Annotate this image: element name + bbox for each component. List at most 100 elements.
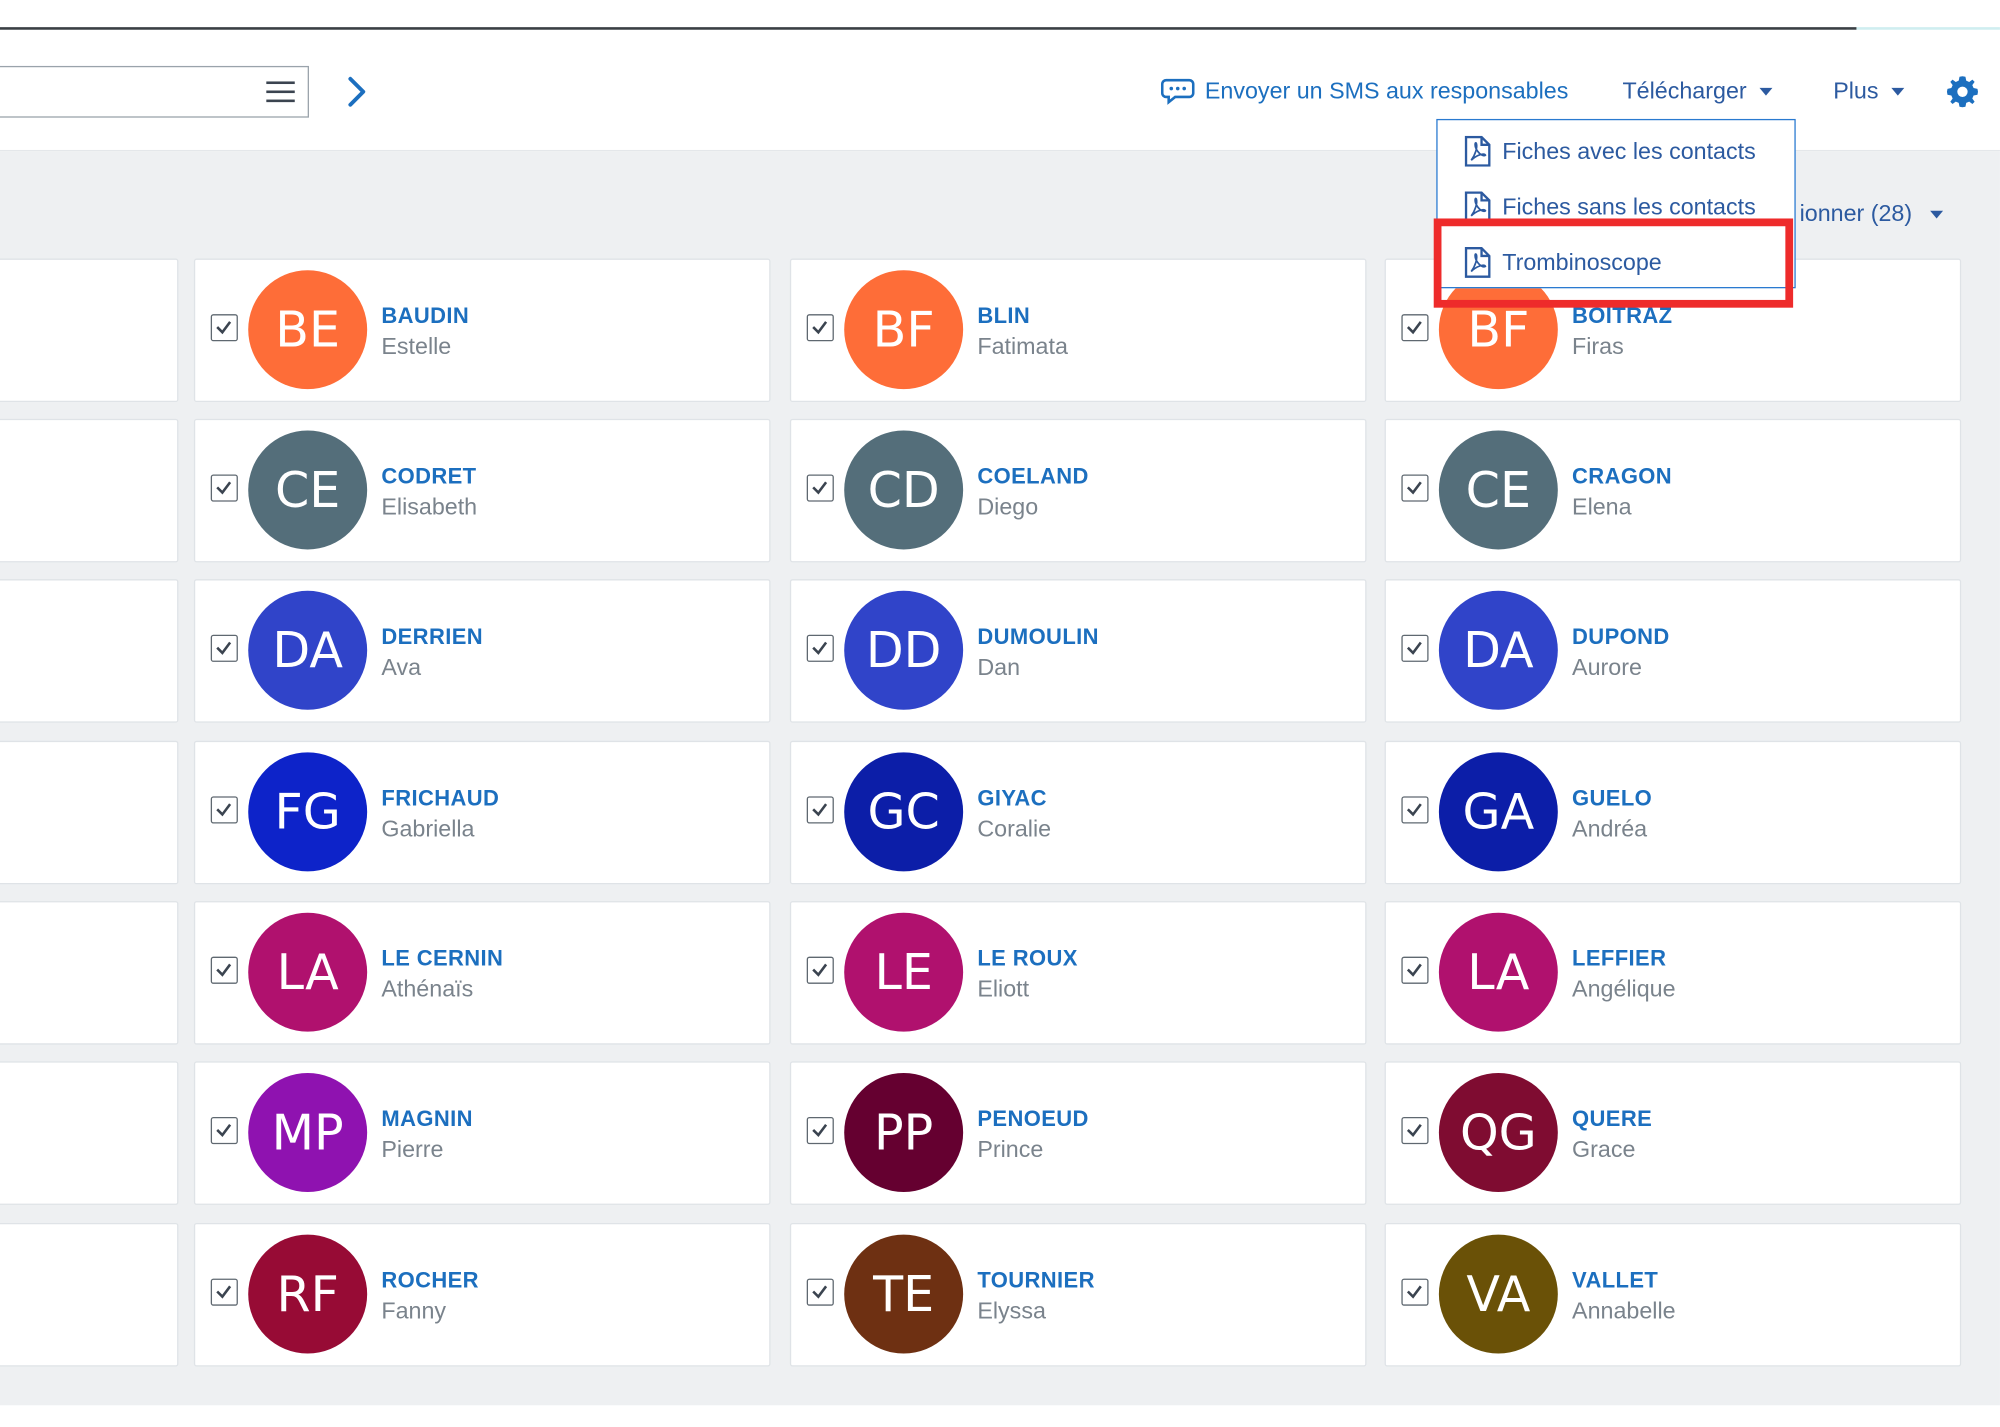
checkbox[interactable] [806,474,834,502]
student-card[interactable]: GA GUELO Andréa [1384,740,1962,885]
hamburger-menu-icon[interactable] [266,81,295,103]
student-last-name[interactable]: GUELO [1572,786,1653,811]
chat-bubble-icon [1160,78,1195,106]
student-card-partial[interactable] [0,579,179,723]
checkbox[interactable] [806,1116,834,1145]
checkbox[interactable] [806,314,834,342]
student-card[interactable]: DA DERRIEN Ava [193,579,771,723]
student-card[interactable]: DD DUMOULIN Dan [789,579,1367,723]
checkbox[interactable] [806,796,834,824]
checkbox[interactable] [1401,474,1429,502]
student-card[interactable]: VA VALLET Annabelle [1384,1222,1962,1367]
student-last-name[interactable]: TOURNIER [977,1268,1095,1293]
toolbar: Envoyer un SMS aux responsables Téléchar… [0,31,2000,152]
student-first-name: Fatimata [977,333,1068,360]
student-last-name[interactable]: CODRET [381,464,477,489]
student-last-name[interactable]: QUERE [1572,1106,1653,1132]
checkbox[interactable] [210,474,238,502]
student-last-name[interactable]: DUMOULIN [977,624,1099,649]
student-last-name[interactable]: PENOEUD [977,1106,1089,1132]
checkbox[interactable] [1401,634,1429,662]
student-card[interactable]: LA LE CERNIN Athénaïs [193,901,771,1045]
checkmark-icon [1406,1285,1422,1299]
student-first-name: Prince [977,1136,1044,1163]
student-card[interactable]: FG FRICHAUD Gabriella [193,740,771,885]
student-last-name[interactable]: FRICHAUD [381,786,500,811]
student-card[interactable]: MP MAGNIN Pierre [193,1061,771,1205]
student-card[interactable]: BE BAUDIN Estelle [193,258,771,403]
student-first-name: Aurore [1572,654,1642,681]
avatar: CE [248,430,368,550]
select-all-dropdown[interactable]: ionner (28) [1800,200,1944,227]
student-card[interactable]: LA LEFFIER Angélique [1384,901,1962,1045]
student-last-name[interactable]: LE ROUX [977,946,1078,971]
download-menu-button[interactable]: Télécharger [1622,77,1773,105]
student-last-name[interactable]: BLIN [977,303,1031,329]
checkbox[interactable] [210,796,238,824]
student-card-partial[interactable] [0,418,179,563]
checkbox[interactable] [1401,796,1429,824]
more-label: Plus [1833,77,1879,104]
student-card-partial[interactable] [0,740,179,885]
student-last-name[interactable]: BOITRAZ [1572,303,1673,329]
student-card[interactable]: GC GIYAC Coralie [789,740,1367,885]
student-last-name[interactable]: LEFFIER [1572,946,1667,971]
menu-item-label: Trombinoscope [1502,249,1662,276]
checkmark-icon [1406,321,1422,335]
student-last-name[interactable]: DUPOND [1572,624,1670,649]
chevron-right-icon[interactable] [339,74,375,110]
checkbox[interactable] [1401,1116,1429,1145]
student-first-name: Eliott [977,976,1030,1002]
checkbox[interactable] [210,634,238,662]
gear-icon[interactable] [1946,75,1980,109]
student-card[interactable]: RF ROCHER Fanny [193,1222,771,1367]
student-first-name: Gabriella [381,815,475,842]
student-last-name[interactable]: ROCHER [381,1268,479,1293]
student-card[interactable]: PP PENOEUD Prince [789,1061,1367,1205]
student-card[interactable]: CD COELAND Diego [789,418,1367,563]
checkbox[interactable] [806,634,834,662]
student-card[interactable]: TE TOURNIER Elyssa [789,1222,1367,1367]
avatar: CD [844,430,964,550]
student-card[interactable]: BF BLIN Fatimata [789,258,1367,403]
checkmark-icon [1406,641,1422,655]
checkbox[interactable] [210,956,238,984]
checkbox[interactable] [806,956,834,984]
checkmark-icon [812,963,828,977]
caret-down-icon [1759,88,1773,96]
checkbox[interactable] [1401,956,1429,984]
checkbox[interactable] [210,1278,238,1306]
student-last-name[interactable]: VALLET [1572,1268,1659,1293]
student-first-name: Fanny [381,1297,447,1324]
student-last-name[interactable]: COELAND [977,464,1089,489]
student-last-name[interactable]: MAGNIN [381,1106,473,1132]
student-card[interactable]: DA DUPOND Aurore [1384,579,1962,723]
more-menu-button[interactable]: Plus [1833,77,1905,105]
student-last-name[interactable]: GIYAC [977,786,1047,811]
checkbox[interactable] [1401,314,1429,342]
avatar: LA [248,912,368,1032]
student-card[interactable]: CE CODRET Elisabeth [193,418,771,563]
search-field[interactable] [0,65,309,118]
student-last-name[interactable]: CRAGON [1572,464,1673,489]
download-dropdown-menu: Fiches avec les contacts Fiches sans les… [1436,118,1796,289]
student-last-name[interactable]: LE CERNIN [381,946,504,971]
send-sms-link[interactable]: Envoyer un SMS aux responsables [1204,77,1569,104]
student-card-partial[interactable] [0,1222,179,1367]
checkbox[interactable] [210,314,238,342]
student-card-partial[interactable] [0,1061,179,1205]
student-card-partial[interactable] [0,258,179,403]
student-card-partial[interactable] [0,901,179,1045]
student-card[interactable]: CE CRAGON Elena [1384,418,1962,563]
checkbox[interactable] [210,1116,238,1145]
student-last-name[interactable]: BAUDIN [381,303,470,329]
checkbox[interactable] [1401,1278,1429,1306]
checkmark-icon [216,963,232,977]
checkbox[interactable] [806,1278,834,1306]
student-last-name[interactable]: DERRIEN [381,624,484,649]
student-card[interactable]: LE LE ROUX Eliott [789,901,1367,1045]
download-label: Télécharger [1622,77,1747,104]
student-card[interactable]: QG QUERE Grace [1384,1061,1962,1205]
checkmark-icon [1406,963,1422,977]
search-input[interactable] [6,77,245,109]
